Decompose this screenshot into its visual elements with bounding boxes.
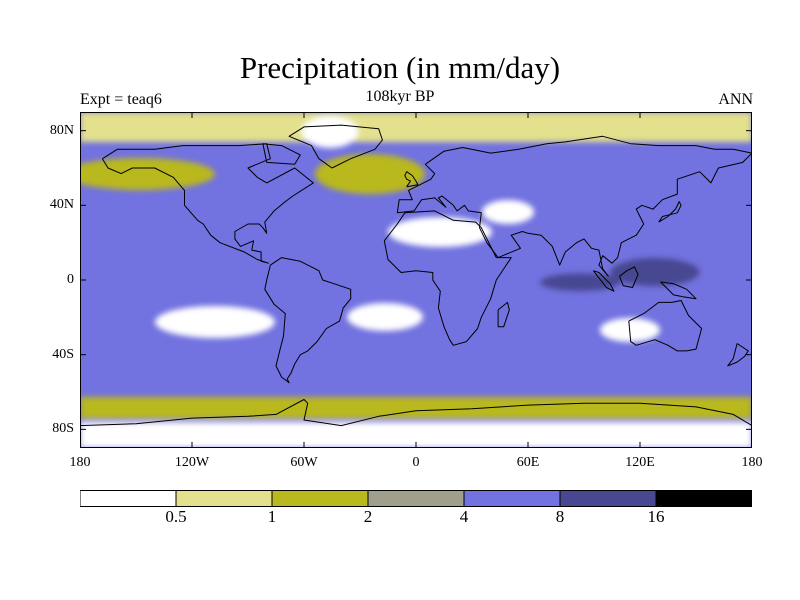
se-atlantic-dry-zone bbox=[347, 303, 423, 331]
north-pacific-storm-track bbox=[80, 158, 215, 190]
coastline-south-america bbox=[264, 257, 352, 384]
coastline-greenland bbox=[288, 124, 383, 169]
coastline-antarctica-coast bbox=[80, 399, 752, 427]
southern-ocean-band bbox=[80, 397, 752, 419]
colorbar-swatch bbox=[175, 490, 273, 507]
amazon-wet bbox=[267, 272, 323, 312]
season-label: ANN bbox=[718, 91, 753, 108]
lat-label: 40N bbox=[49, 197, 74, 213]
lon-label: 120W bbox=[174, 455, 210, 470]
coastlines bbox=[80, 124, 752, 427]
experiment-label: Expt = teaq6 bbox=[80, 91, 162, 108]
colorbar-label: 4 bbox=[459, 507, 469, 526]
greenland bbox=[302, 116, 358, 148]
colorbar bbox=[80, 490, 752, 507]
colorbar-label: 8 bbox=[555, 507, 565, 526]
arabia-desert bbox=[482, 200, 534, 224]
lat-label: 80S bbox=[52, 421, 74, 437]
coastline-madagascar bbox=[497, 301, 510, 328]
lon-label: 180 bbox=[741, 455, 763, 470]
central-africa-wet bbox=[423, 275, 467, 299]
coastline-sumatra bbox=[592, 270, 615, 292]
coastline-north-america bbox=[101, 143, 314, 264]
lon-label: 60W bbox=[290, 455, 318, 470]
chart-title: Precipitation (in mm/day) bbox=[239, 50, 561, 85]
coastline-great-britain bbox=[404, 171, 419, 188]
colorbar-label: 1 bbox=[267, 507, 277, 526]
colorbar-swatch bbox=[559, 490, 657, 507]
coastline-africa bbox=[383, 210, 512, 346]
se-pacific-dry-zone bbox=[155, 306, 275, 338]
north-atlantic-storm-track bbox=[315, 154, 425, 194]
coastline-australia bbox=[628, 300, 703, 352]
coastline-eurasia bbox=[396, 135, 752, 277]
colorbar-swatch bbox=[271, 490, 369, 507]
west-pacific-warm-pool bbox=[610, 258, 700, 286]
coastline-new-zealand bbox=[727, 343, 749, 367]
lat-label: 40S bbox=[52, 346, 74, 362]
colorbar-swatch bbox=[463, 490, 561, 507]
colorbar-swatch bbox=[367, 490, 465, 507]
lat-label: 0 bbox=[67, 272, 74, 287]
colorbar-swatch bbox=[80, 490, 177, 507]
lon-label: 120E bbox=[625, 455, 655, 470]
coastline-baffin-island bbox=[262, 143, 301, 165]
coastline-new-guinea bbox=[660, 281, 697, 300]
colorbar-swatch bbox=[655, 490, 752, 507]
lon-label: 60E bbox=[516, 455, 540, 470]
precipitation-map bbox=[80, 112, 752, 448]
colorbar-label: 16 bbox=[647, 507, 665, 526]
colorbar-label: 0.5 bbox=[165, 507, 187, 526]
coastline-japan bbox=[658, 201, 682, 223]
lon-label: 180 bbox=[69, 455, 91, 470]
chart-subtitle: 108kyr BP bbox=[365, 88, 435, 105]
indian-ocean-monsoon bbox=[540, 273, 620, 291]
axis-ticks bbox=[80, 112, 752, 448]
sahara-desert bbox=[388, 217, 492, 247]
coastline-borneo bbox=[619, 266, 639, 288]
lon-label: 0 bbox=[412, 455, 420, 470]
lat-label: 80N bbox=[49, 122, 74, 138]
colorbar-label: 2 bbox=[363, 507, 373, 526]
